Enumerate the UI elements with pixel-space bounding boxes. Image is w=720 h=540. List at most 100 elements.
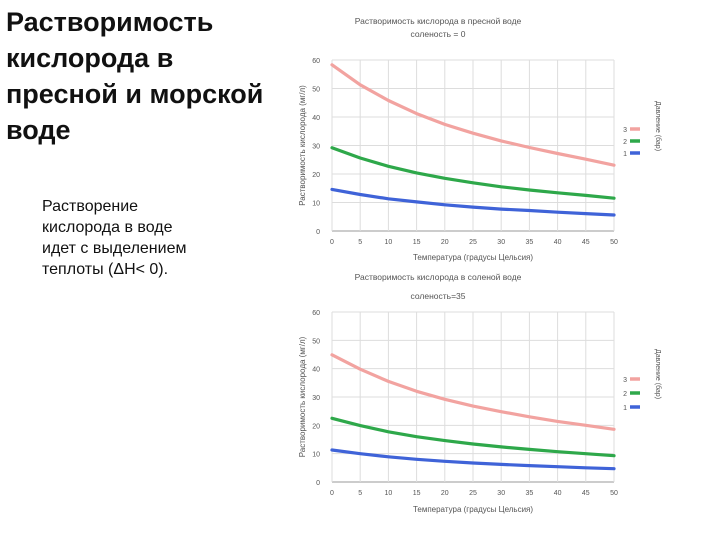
x-tick-label: 50 [610,490,618,497]
y-tick-label: 50 [312,87,320,94]
legend-label: 2 [623,139,627,146]
chart-title: Растворимость кислорода в соленой воде [355,272,522,282]
data-point [415,390,418,393]
x-tick-label: 50 [610,239,618,246]
data-point [528,448,531,451]
x-tick-label: 25 [469,490,477,497]
y-tick-label: 10 [312,201,320,208]
data-point [584,424,587,427]
data-point [556,450,559,453]
data-point [359,424,362,427]
legend-label: 3 [623,377,627,384]
x-axis-label: Температура (градусы Цельсия) [413,253,533,262]
data-point [528,415,531,419]
x-tick-label: 20 [441,490,449,497]
data-point [612,213,616,217]
y-tick-label: 40 [312,367,320,374]
data-point [528,209,531,212]
data-point [584,212,587,215]
data-point [612,428,616,431]
chart-sea-water: Растворимость кислорода в соленой воде со… [298,272,662,514]
chart-subtitle: соленость=35 [411,291,466,301]
x-tick-label: 5 [358,490,362,497]
data-point [359,83,362,86]
data-point [584,452,587,455]
data-point [415,171,418,175]
x-tick-label: 45 [582,239,590,246]
data-point [415,112,418,115]
data-point [471,181,475,185]
y-tick-label: 20 [312,423,320,430]
data-point [584,466,587,470]
data-point [330,448,334,452]
data-point [330,417,334,420]
data-point [500,410,503,413]
x-tick-label: 40 [554,239,562,246]
x-axis-label: Температура (градусы Цельсия) [413,505,533,514]
x-tick-label: 15 [413,239,421,246]
y-tick-label: 20 [312,172,320,179]
x-tick-label: 35 [526,490,534,497]
data-point [415,458,418,461]
chart-grid [331,59,615,232]
data-point [330,146,334,149]
data-point [415,435,418,438]
data-point [359,156,362,160]
x-tick-label: 15 [413,490,421,497]
x-tick-label: 40 [554,490,562,497]
data-point [500,139,503,143]
x-tick-label: 10 [385,490,393,497]
data-point [612,197,616,200]
data-point [443,398,446,401]
data-point [556,465,559,468]
x-tick-label: 45 [582,490,590,497]
y-axis-label: Растворимость кислорода (мг/л) [298,336,307,457]
x-tick-label: 35 [526,239,534,246]
y-tick-label: 10 [312,452,320,459]
data-point [612,163,616,167]
x-tick-label: 0 [330,239,334,246]
data-point [556,420,559,423]
slide-body-text: Растворение кислорода в воде идет с выде… [42,198,187,278]
legend-label: 1 [623,405,627,412]
data-point [500,463,503,466]
data-point [443,123,446,126]
data-point [471,442,475,446]
y-axis-label: Растворимость кислорода (мг/л) [298,85,307,206]
y-tick-label: 30 [312,144,320,151]
chart-fresh-water: Растворимость кислорода в пресной воде со… [298,16,662,262]
data-point [612,467,616,470]
data-point [471,404,475,408]
x-tick-label: 5 [358,239,362,246]
x-tick-label: 0 [330,490,334,497]
data-point [387,455,390,458]
legend-label: 3 [623,127,627,134]
data-point [443,460,446,463]
x-tick-label: 25 [469,239,477,246]
data-point [500,207,503,211]
data-point [612,454,616,457]
y-tick-label: 60 [312,58,320,65]
legend-title: Давление (бар) [654,349,662,399]
x-tick-label: 20 [441,239,449,246]
data-point [443,177,446,180]
data-point [528,146,531,149]
data-point [500,445,503,449]
data-point [528,188,531,192]
data-point [387,380,390,383]
y-tick-label: 40 [312,115,320,122]
data-point [471,461,475,465]
data-point [584,157,587,161]
data-point [387,197,390,200]
legend-title: Давление (бар) [654,101,662,151]
legend-label: 2 [623,391,627,398]
chart-title: Растворимость кислорода в пресной воде [355,16,522,26]
legend-label: 1 [623,151,627,158]
data-point [500,185,503,189]
data-point [359,368,362,371]
y-tick-label: 30 [312,395,320,402]
x-tick-label: 10 [385,239,393,246]
x-tick-label: 30 [497,239,505,246]
y-tick-label: 50 [312,338,320,345]
data-point [387,165,390,168]
